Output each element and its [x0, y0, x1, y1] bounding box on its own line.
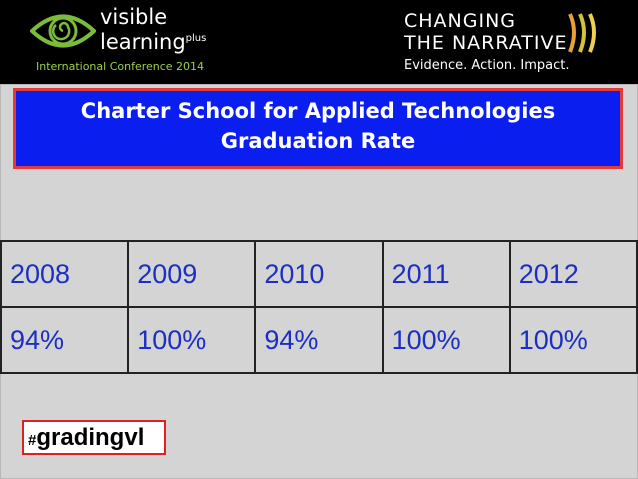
table-cell: 2012 [508, 240, 638, 308]
table-cell: 2011 [381, 240, 511, 308]
title-box: Charter School for Applied Technologies … [13, 88, 623, 169]
table-cell: 100% [508, 306, 638, 374]
table-cell: 2008 [0, 240, 130, 308]
banner: visible learningplus International Confe… [0, 0, 638, 84]
logo-tagline: Evidence. Action. Impact. [404, 58, 570, 73]
logo-text: CHANGING THE NARRATIVE [404, 10, 568, 54]
table-cell: 94% [254, 306, 384, 374]
title-line: Graduation Rate [220, 129, 416, 153]
hash-tag: gradingvl [36, 424, 145, 451]
logo-word: learning [100, 30, 186, 54]
table-cell: 100% [127, 306, 257, 374]
table-cell: 94% [0, 306, 130, 374]
logo-line: learningplus [100, 28, 206, 53]
table-body: 2008 2009 2010 2011 2012 94% 100% 94% 100% 100% [0, 240, 638, 374]
title-line: Charter School for Applied Technologies [80, 99, 556, 123]
hashtag-box: #gradingvl [22, 420, 166, 455]
logo-line: THE NARRATIVE [404, 32, 568, 54]
table-cell: 2010 [254, 240, 384, 308]
logo-line: visible [100, 5, 168, 29]
table-row: 2008 2009 2010 2011 2012 [0, 240, 638, 308]
table-cell: 100% [381, 306, 511, 374]
logo-text: visible learningplus [100, 6, 206, 53]
eye-logo [30, 14, 96, 48]
narrative-logo [568, 13, 596, 53]
hash-symbol: # [28, 432, 37, 449]
table-cell: 2009 [127, 240, 257, 308]
logo-line: CHANGING [404, 10, 517, 32]
logo-tagline: International Conference 2014 [36, 60, 205, 73]
table-row: 94% 100% 94% 100% 100% [0, 306, 638, 374]
logo-sup: plus [185, 33, 207, 44]
data-table: 2008 2009 2010 2011 2012 94% 100% 94% 100% 100% [0, 240, 638, 374]
